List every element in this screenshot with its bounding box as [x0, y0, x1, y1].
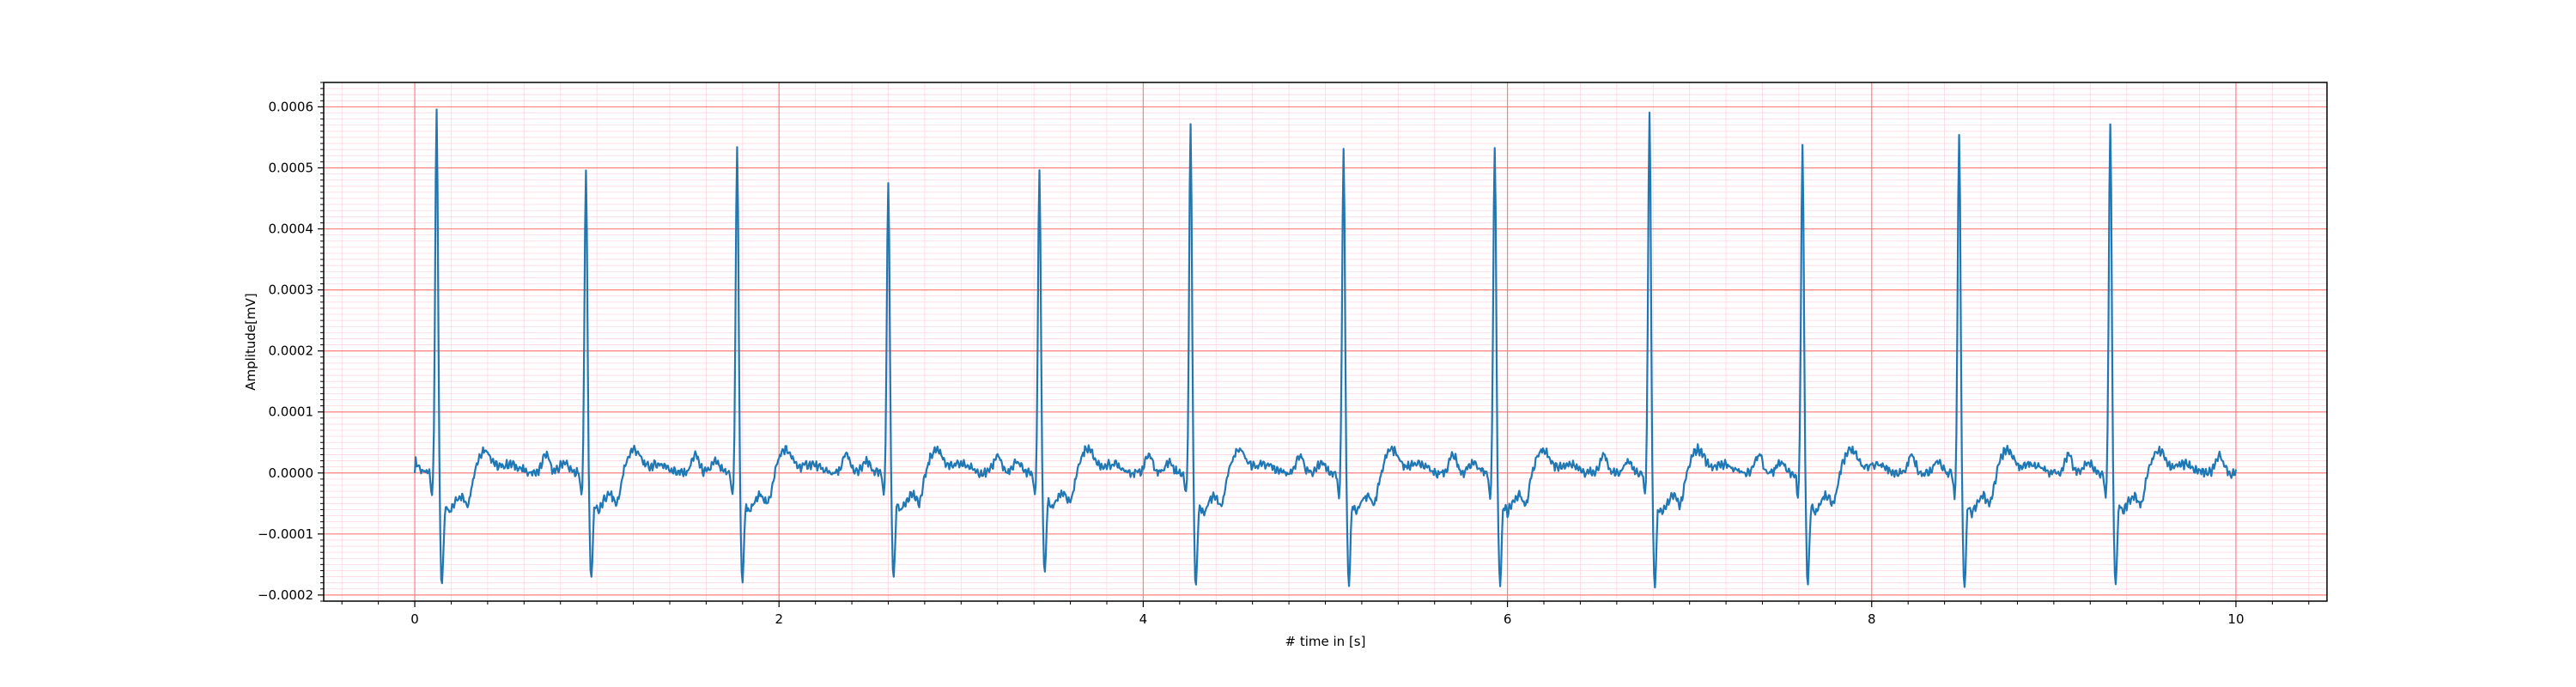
x-tick-label: 6 — [1504, 611, 1512, 627]
x-axis-label: # time in [s] — [1285, 634, 1366, 649]
x-tick-label: 8 — [1868, 611, 1876, 627]
y-tick-label: 0.0000 — [269, 465, 314, 481]
y-tick-label: 0.0003 — [269, 283, 314, 298]
y-tick-label: 0.0006 — [269, 99, 314, 114]
ticks-layer: 0 2 4 6 8 10 −0.0002 −0.0001 0.0000 0.0001 0.0002 0… — [258, 82, 2310, 627]
y-tick-label: 0.0002 — [269, 344, 314, 359]
y-axis-label: Amplitude[mV] — [243, 293, 258, 390]
x-tick-label: 2 — [775, 611, 783, 627]
x-tick-label: 4 — [1139, 611, 1148, 627]
y-tick-label: 0.0001 — [269, 404, 314, 420]
y-tick-label: 0.0004 — [269, 222, 314, 237]
x-tick-label: 10 — [2227, 611, 2244, 627]
y-tick-label: 0.0005 — [269, 160, 314, 175]
x-tick-label: 0 — [410, 611, 419, 627]
series-layer — [413, 108, 2238, 589]
y-tick-label: −0.0002 — [258, 587, 313, 603]
y-tick-label: −0.0001 — [258, 526, 313, 542]
ecg-series-line — [413, 108, 2238, 589]
minor-grid — [324, 82, 2327, 602]
major-grid — [324, 82, 2327, 601]
